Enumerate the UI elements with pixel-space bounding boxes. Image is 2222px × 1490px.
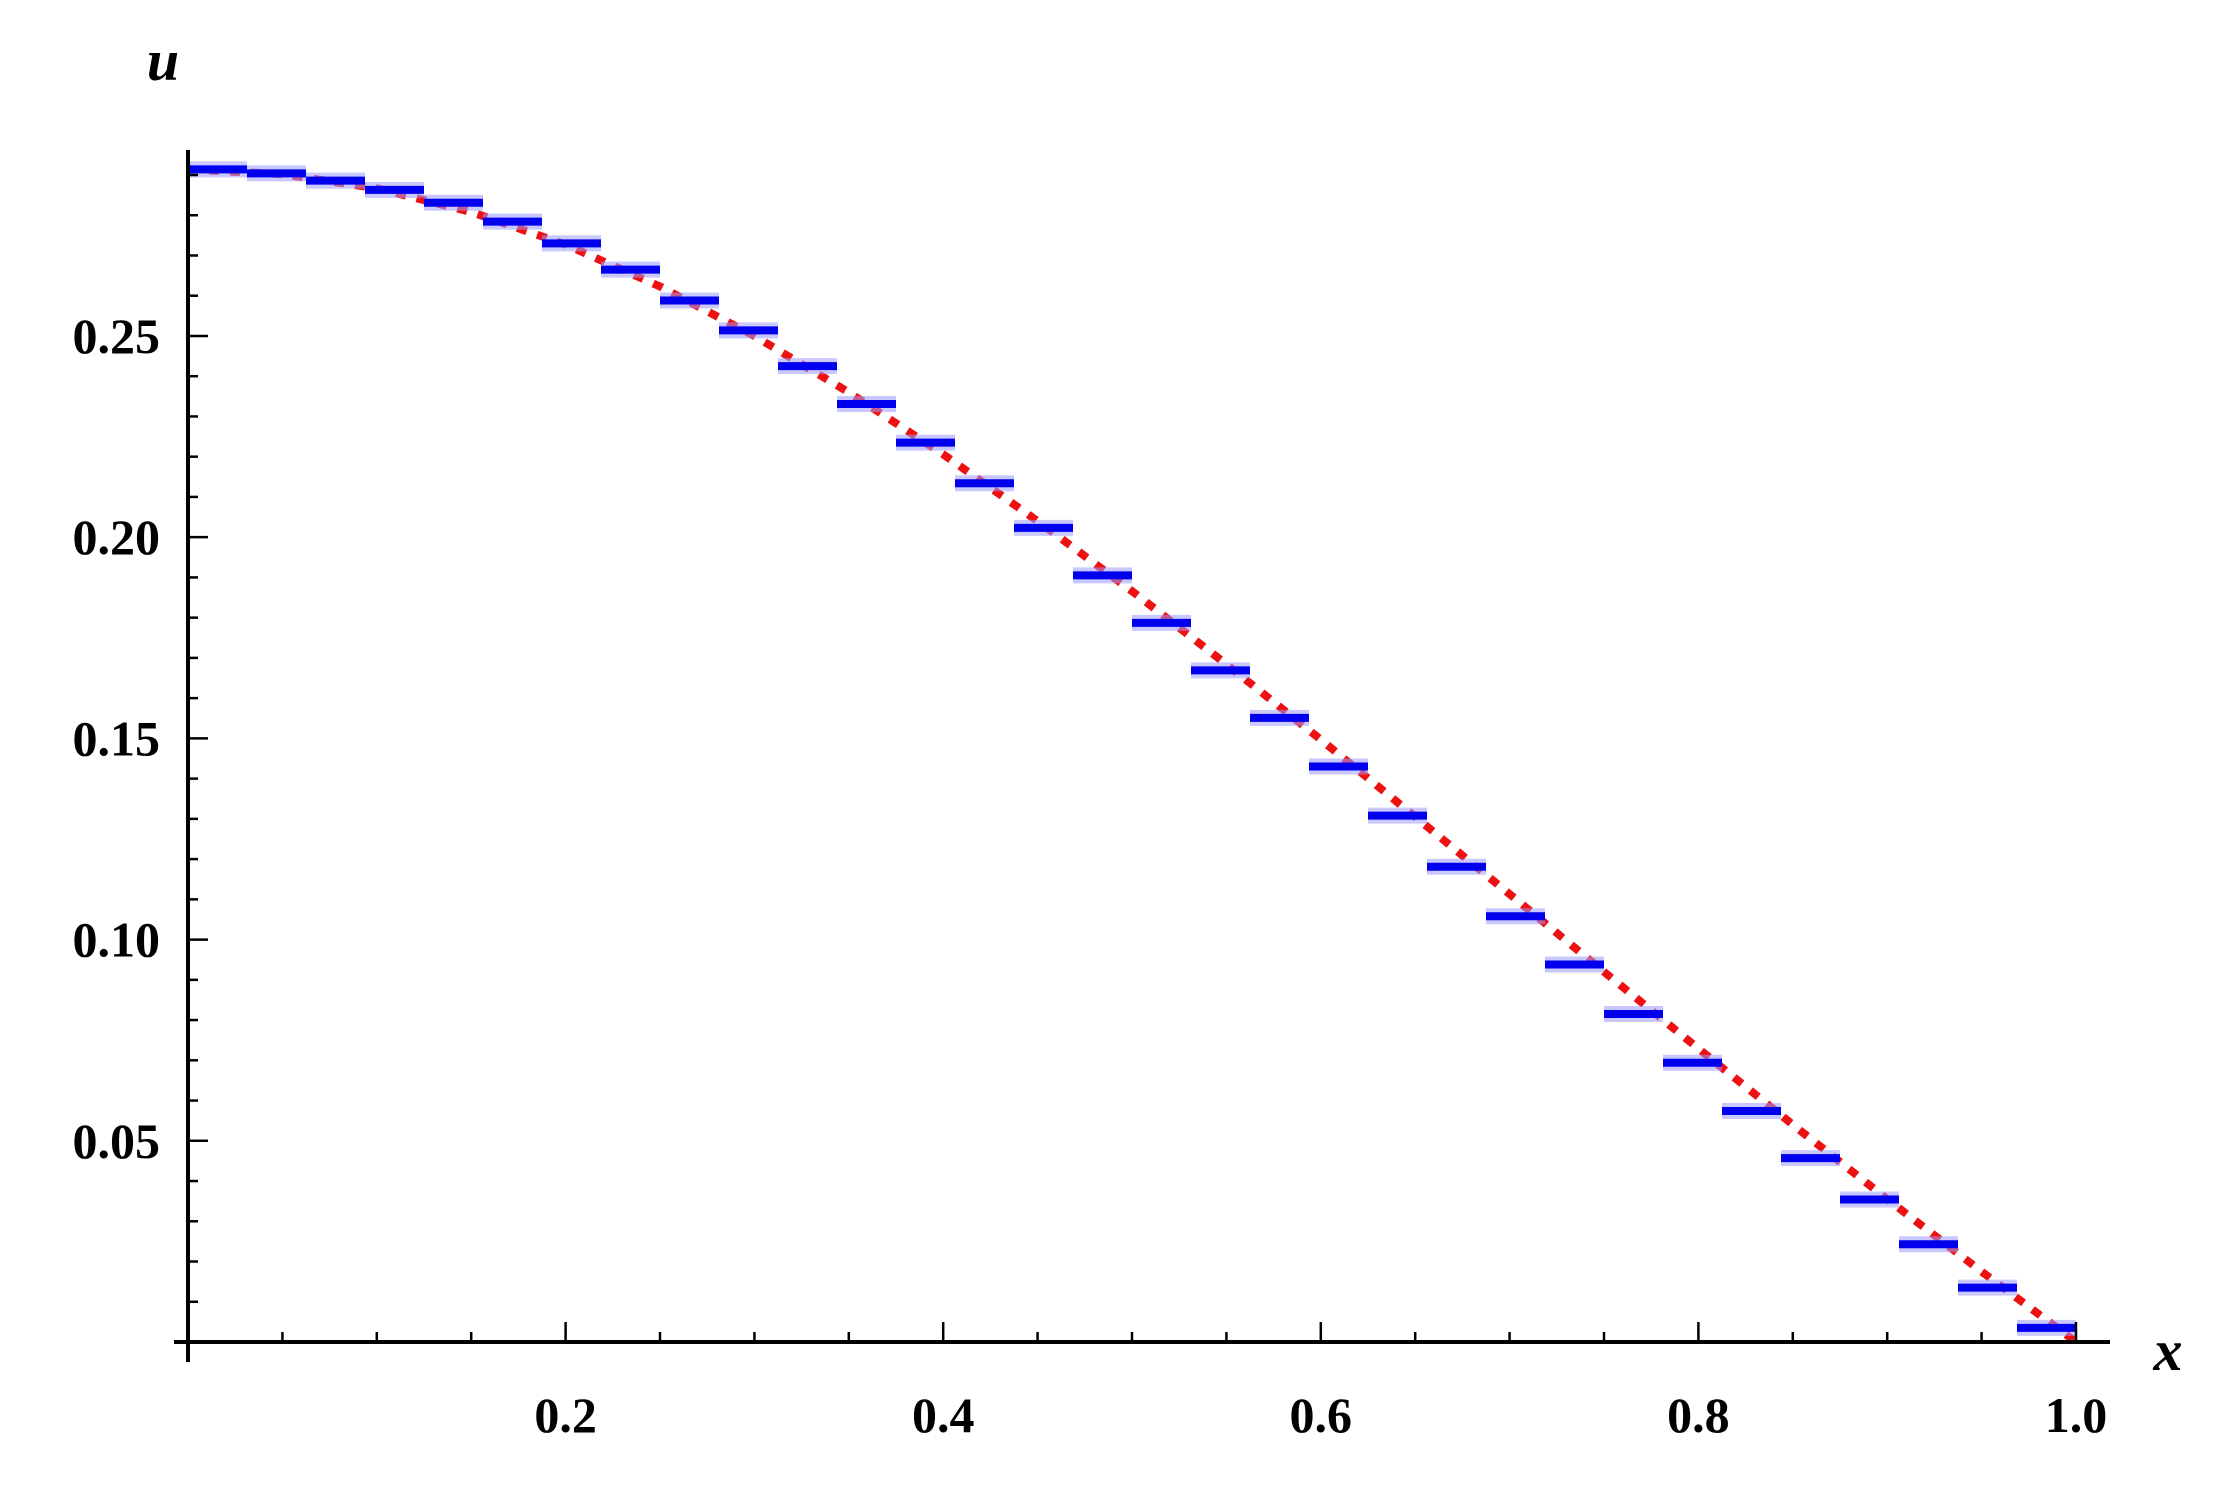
- x-tick-label: 0.8: [1667, 1387, 1730, 1443]
- y-tick-label: 0.10: [73, 912, 161, 968]
- y-tick-label: 0.15: [73, 710, 161, 766]
- tick-labels-layer: 0.2 0.4 0.6 0.8 1.0 0.05 0.10 0.15 0.20 0.25: [73, 308, 2108, 1443]
- y-tick-label: 0.05: [73, 1113, 161, 1169]
- x-tick-label: 0.2: [534, 1387, 597, 1443]
- x-tick-label: 0.6: [1290, 1387, 1353, 1443]
- series-dashed-curve: [187, 165, 2079, 1346]
- series-layer: [187, 161, 2079, 1346]
- y-tick-label: 0.20: [73, 509, 161, 565]
- x-tick-label: 0.4: [912, 1387, 975, 1443]
- y-tick-label: 0.25: [73, 308, 161, 364]
- x-tick-label: 1.0: [2045, 1387, 2108, 1443]
- y-axis-title: u: [147, 28, 179, 93]
- x-axis-title: x: [2153, 1318, 2183, 1383]
- ticks-layer: [188, 173, 2078, 1342]
